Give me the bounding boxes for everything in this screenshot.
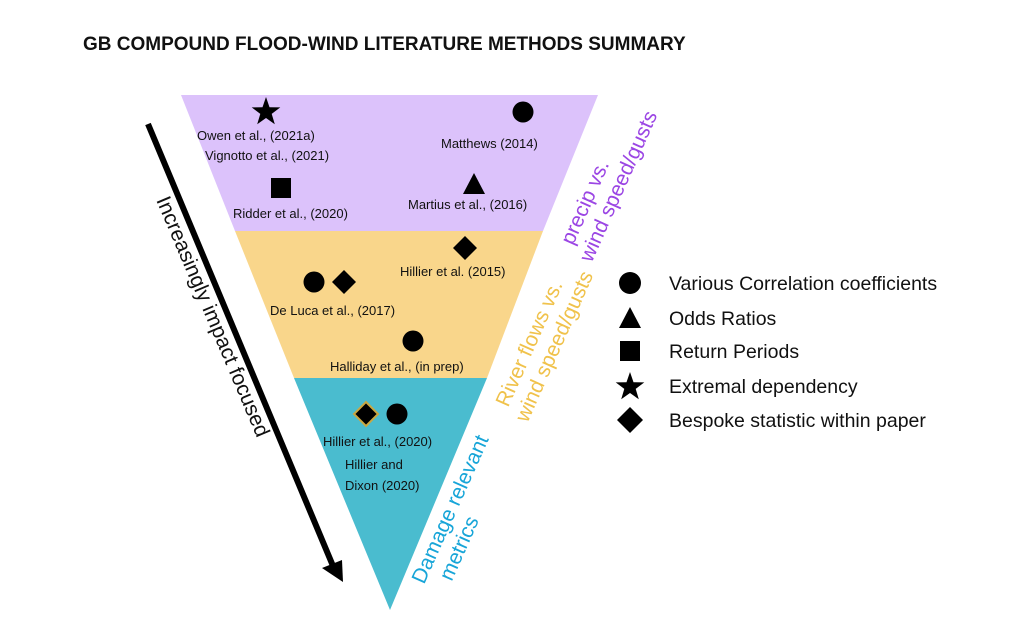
circle-icon bbox=[303, 271, 325, 293]
star-icon bbox=[251, 97, 281, 125]
legend-label-extremal: Extremal dependency bbox=[669, 376, 858, 398]
bottom-band bbox=[294, 378, 487, 610]
legend-label-correlation: Various Correlation coefficients bbox=[669, 273, 937, 295]
middle-band bbox=[235, 231, 543, 378]
triangle-icon bbox=[463, 173, 485, 194]
circle-icon bbox=[386, 403, 408, 425]
legend: Various Correlation coefficients Odds Ra… bbox=[615, 272, 937, 433]
legend-label-odds: Odds Ratios bbox=[669, 308, 777, 330]
circle-icon bbox=[619, 272, 641, 294]
diamond-icon bbox=[332, 270, 356, 294]
square-icon bbox=[271, 178, 291, 198]
triangle-icon bbox=[619, 307, 641, 328]
impact-arrowhead bbox=[322, 560, 343, 582]
citation-ridder: Ridder et al., (2020) bbox=[233, 206, 348, 221]
citation-martius: Martius et al., (2016) bbox=[408, 197, 527, 212]
citation-hillier-dixon-line2: Dixon (2020) bbox=[345, 478, 419, 493]
citation-de-luca: De Luca et al., (2017) bbox=[270, 303, 395, 318]
citation-hillier-2020: Hillier et al., (2020) bbox=[323, 434, 432, 449]
star-icon bbox=[615, 372, 645, 400]
diamond-icon bbox=[617, 407, 643, 433]
circle-icon bbox=[512, 101, 534, 123]
diamond-icon bbox=[453, 236, 477, 260]
citation-vignotto: Vignotto et al., (2021) bbox=[205, 148, 329, 163]
legend-label-return: Return Periods bbox=[669, 341, 799, 363]
citation-matthews: Matthews (2014) bbox=[441, 136, 538, 151]
citation-hillier-dixon-line1: Hillier and bbox=[345, 457, 403, 472]
diamond-icon bbox=[352, 400, 380, 428]
circle-icon bbox=[402, 330, 424, 352]
citation-hillier-2015: Hillier et al. (2015) bbox=[400, 264, 506, 279]
citation-owen: Owen et al., (2021a) bbox=[197, 128, 315, 143]
square-icon bbox=[620, 341, 640, 361]
diagram-title: GB COMPOUND FLOOD-WIND LITERATURE METHOD… bbox=[83, 34, 686, 55]
impact-arrow bbox=[145, 122, 336, 568]
legend-label-bespoke: Bespoke statistic within paper bbox=[669, 410, 926, 432]
citation-halliday: Halliday et al., (in prep) bbox=[330, 359, 464, 374]
